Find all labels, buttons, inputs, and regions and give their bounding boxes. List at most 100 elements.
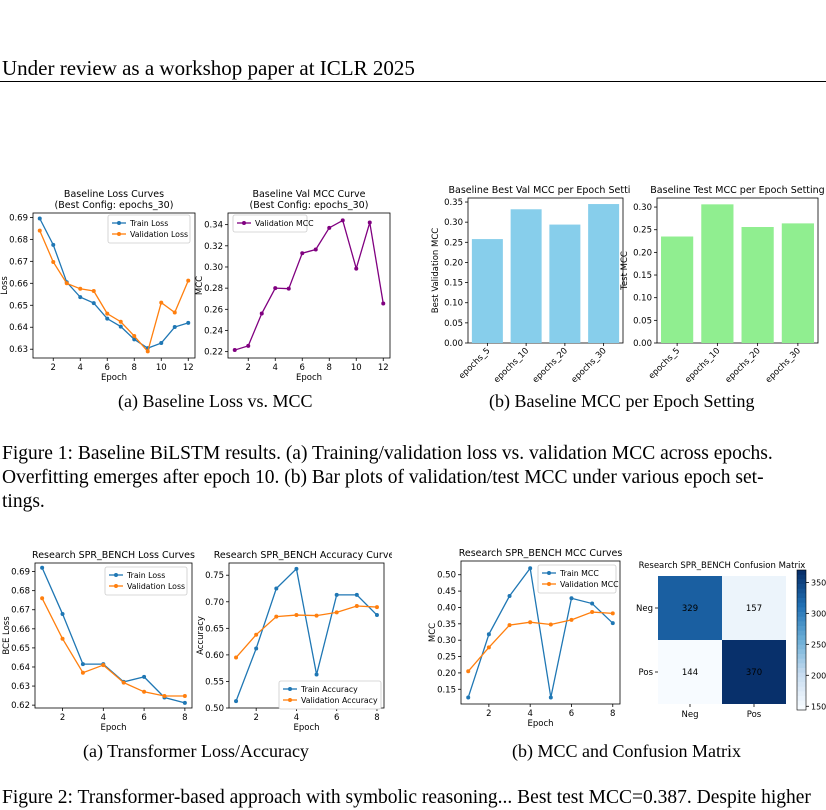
x-tick-label: 6 xyxy=(334,713,339,723)
data-point xyxy=(340,218,345,223)
data-point xyxy=(354,604,359,609)
x-axis-label: Epoch xyxy=(296,373,322,383)
x-tick-label: epochs_10 xyxy=(683,346,722,383)
x-tick-label: 4 xyxy=(294,713,299,723)
y-tick-label: 0.00 xyxy=(633,339,652,349)
data-point xyxy=(246,343,251,348)
y-tick-label: 0.25 xyxy=(633,226,652,236)
plot-frame xyxy=(656,197,819,344)
legend-label: Validation Loss xyxy=(130,230,188,239)
legend-label: Validation Loss xyxy=(127,582,185,591)
y-axis-label: MCC xyxy=(195,276,205,295)
x-tick-label: 8 xyxy=(132,363,137,373)
x-tick-label: epochs_20 xyxy=(531,346,570,383)
data-point xyxy=(314,672,319,677)
col-label: Pos xyxy=(747,710,762,720)
caption-line: Overfitting emerges after epoch 10. (b) … xyxy=(2,467,764,488)
figure1-subcaption-b: (b) Baseline MCC per Epoch Setting xyxy=(489,391,755,411)
y-tick-label: 0.20 xyxy=(437,669,456,679)
confusion-matrix-heatmap: Research SPR_BENCH Confusion Matrix 329 15… xyxy=(636,561,826,720)
data-point xyxy=(78,286,83,291)
bar xyxy=(549,224,581,343)
y-tick-label: 0.65 xyxy=(9,301,28,311)
y-tick-label: 0.69 xyxy=(9,213,28,223)
col-label: Neg xyxy=(682,710,699,720)
colorbar-segment xyxy=(797,649,806,655)
data-point xyxy=(569,596,574,601)
colorbar-segment xyxy=(797,602,806,608)
colorbar-segment xyxy=(797,584,806,590)
legend-marker xyxy=(117,232,121,236)
data-point xyxy=(590,610,595,615)
y-axis-label: Best Validation MCC xyxy=(431,228,441,313)
chart-title: (Best Config: epochs_30) xyxy=(55,200,174,211)
data-point xyxy=(273,286,278,291)
series-line xyxy=(235,567,378,702)
y-tick-label: 0.15 xyxy=(444,279,463,289)
x-axis-label: Epoch xyxy=(100,723,126,733)
plot-frame xyxy=(467,197,624,344)
data-point xyxy=(91,301,96,306)
x-tick-label: 8 xyxy=(327,363,332,373)
colorbar-segment xyxy=(797,696,806,702)
x-tick-label: 2 xyxy=(51,363,56,373)
colorbar-segment xyxy=(797,579,806,585)
y-tick-label: 0.68 xyxy=(9,235,28,245)
legend-marker xyxy=(117,221,121,225)
cell-value: 144 xyxy=(682,668,698,678)
baseline-best-val-mcc-bar-chart: Baseline Best Val MCC per Epoch Setting 0… xyxy=(431,185,630,383)
data-point xyxy=(234,655,239,660)
series-line xyxy=(467,611,613,672)
y-tick-label: 0.35 xyxy=(437,620,456,630)
y-tick-label: 0.20 xyxy=(633,248,652,258)
y-tick-label: 0.64 xyxy=(9,323,28,333)
data-point xyxy=(354,592,359,597)
y-tick-label: 0.67 xyxy=(9,257,28,267)
y-tick-label: 0.05 xyxy=(444,319,463,329)
y-tick-label: 0.60 xyxy=(205,651,224,661)
data-point xyxy=(40,565,45,570)
chart-title: (Best Config: epochs_30) xyxy=(250,200,369,211)
y-tick-label: 0.32 xyxy=(204,242,223,252)
heatmap-cell xyxy=(658,576,722,640)
data-point xyxy=(590,601,595,606)
data-point xyxy=(80,670,85,675)
data-point xyxy=(186,320,191,325)
x-tick-label: 6 xyxy=(141,713,146,723)
data-point xyxy=(486,632,491,637)
caption-line: Figure 1: Baseline BiLSTM results. (a) T… xyxy=(2,443,773,464)
legend-marker xyxy=(547,582,551,586)
colorbar-segment xyxy=(797,635,806,641)
y-tick-label: 0.30 xyxy=(444,218,463,228)
bar xyxy=(701,204,734,343)
data-point xyxy=(610,611,615,616)
data-point xyxy=(274,586,279,591)
chart-title: Research SPR_BENCH Confusion Matrix xyxy=(639,561,806,571)
colorbar-segment xyxy=(797,700,806,706)
y-tick-label: 0.50 xyxy=(437,571,456,581)
y-tick-label: 0.66 xyxy=(11,625,30,635)
x-tick-label: 8 xyxy=(182,713,187,723)
colorbar-segment xyxy=(797,570,806,576)
y-tick-label: 0.67 xyxy=(11,606,30,616)
caption-line: tings. xyxy=(2,491,45,512)
y-tick-label: 0.22 xyxy=(204,348,223,358)
data-point xyxy=(234,699,239,704)
data-point xyxy=(91,288,96,293)
colorbar-segment xyxy=(797,607,806,613)
colorbar-tick-label: 300 xyxy=(811,609,826,618)
y-tick-label: 0.15 xyxy=(437,685,456,695)
data-point xyxy=(313,247,318,252)
chart-title: Research SPR_BENCH Loss Curves xyxy=(32,550,195,561)
data-point xyxy=(78,295,83,300)
data-point xyxy=(254,646,259,651)
x-tick-label: 2 xyxy=(60,713,65,723)
data-point xyxy=(466,695,471,700)
data-point xyxy=(274,614,279,619)
y-tick-label: 0.45 xyxy=(437,587,456,597)
legend-label: Train Loss xyxy=(126,571,165,580)
y-tick-label: 0.75 xyxy=(205,571,224,581)
chart-title: Baseline Val MCC Curve xyxy=(252,189,365,200)
bar xyxy=(510,209,542,343)
y-tick-label: 0.30 xyxy=(437,636,456,646)
